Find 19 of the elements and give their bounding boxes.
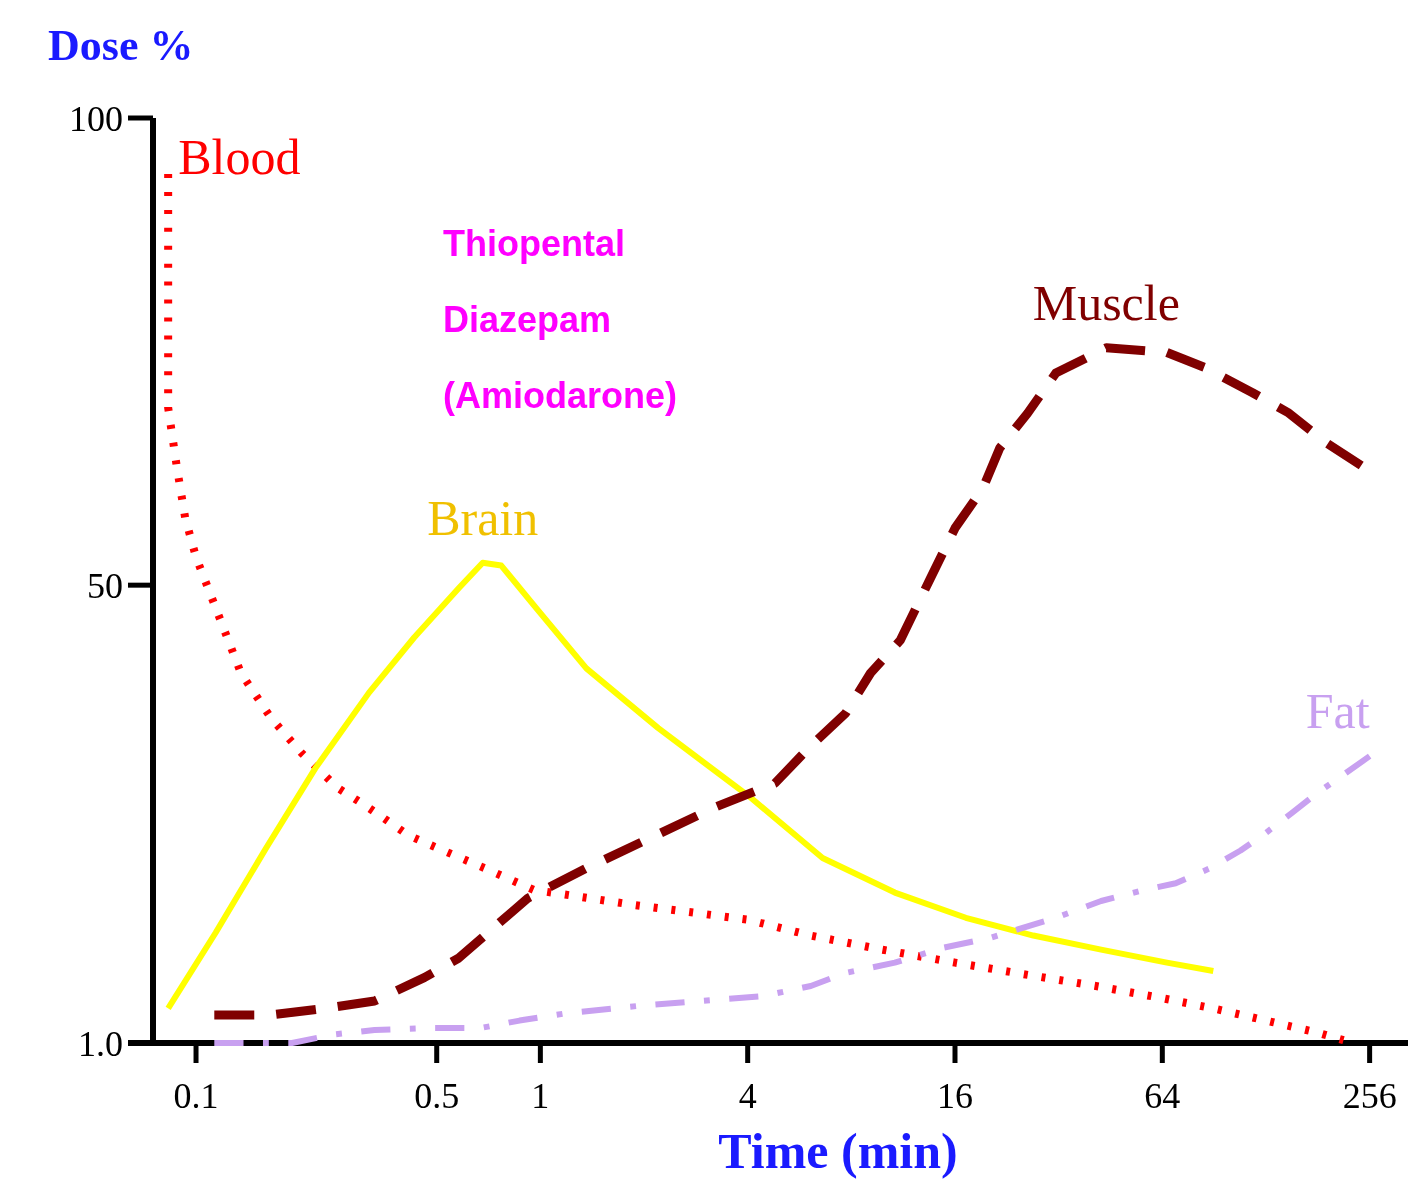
series-label: Blood bbox=[178, 129, 301, 186]
x-tick-label: 1 bbox=[531, 1076, 550, 1116]
annotation: (Amiodarone) bbox=[443, 375, 677, 416]
x-tick-label: 64 bbox=[1144, 1076, 1181, 1116]
x-tick-label: 0.1 bbox=[173, 1076, 219, 1116]
y-tick-label: 50 bbox=[87, 565, 123, 606]
series-label: Brain bbox=[427, 489, 539, 546]
annotation: Thiopental bbox=[443, 223, 625, 264]
x-tick-label: 4 bbox=[738, 1076, 757, 1116]
y-axis-title: Dose % bbox=[48, 21, 194, 70]
annotation: Diazepam bbox=[443, 299, 612, 340]
x-axis-title: Time (min) bbox=[718, 1123, 958, 1179]
series-label: Fat bbox=[1305, 683, 1370, 740]
y-tick-label: 1.0 bbox=[78, 1023, 123, 1064]
x-tick-label: 256 bbox=[1342, 1076, 1397, 1116]
series-label: Muscle bbox=[1032, 274, 1180, 331]
y-tick-label: 100 bbox=[69, 98, 123, 139]
x-tick-label: 16 bbox=[937, 1076, 973, 1116]
x-tick-label: 0.5 bbox=[414, 1076, 460, 1116]
